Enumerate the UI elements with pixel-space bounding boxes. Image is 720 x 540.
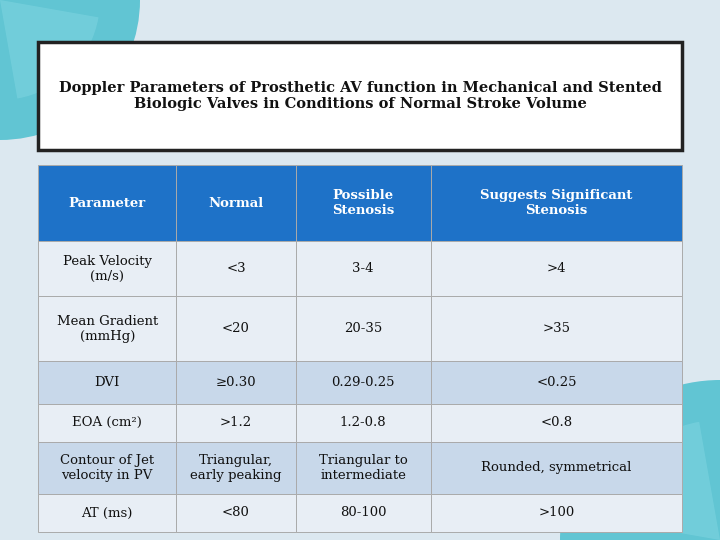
FancyBboxPatch shape: [296, 403, 431, 442]
Text: Contour of Jet
velocity in PV: Contour of Jet velocity in PV: [60, 454, 154, 482]
Text: >1.2: >1.2: [220, 416, 252, 429]
FancyBboxPatch shape: [296, 241, 431, 296]
FancyBboxPatch shape: [431, 165, 682, 241]
Text: Doppler Parameters of Prosthetic AV function in Mechanical and Stented
Biologic : Doppler Parameters of Prosthetic AV func…: [58, 81, 662, 111]
FancyBboxPatch shape: [296, 361, 431, 403]
Text: <0.25: <0.25: [536, 376, 577, 389]
FancyBboxPatch shape: [296, 442, 431, 494]
Text: Possible
Stenosis: Possible Stenosis: [332, 189, 395, 217]
FancyBboxPatch shape: [176, 494, 296, 532]
Text: <0.8: <0.8: [540, 416, 572, 429]
Text: Parameter: Parameter: [68, 197, 146, 210]
Text: 1.2-0.8: 1.2-0.8: [340, 416, 387, 429]
Wedge shape: [560, 380, 720, 540]
Text: AT (ms): AT (ms): [81, 507, 133, 519]
FancyBboxPatch shape: [38, 442, 176, 494]
Text: Rounded, symmetrical: Rounded, symmetrical: [481, 461, 631, 474]
Text: 3-4: 3-4: [353, 262, 374, 275]
FancyBboxPatch shape: [296, 494, 431, 532]
Text: >100: >100: [539, 507, 575, 519]
FancyBboxPatch shape: [296, 165, 431, 241]
FancyBboxPatch shape: [296, 296, 431, 361]
FancyBboxPatch shape: [38, 296, 176, 361]
FancyBboxPatch shape: [38, 42, 682, 150]
Wedge shape: [602, 422, 720, 540]
FancyBboxPatch shape: [38, 403, 176, 442]
Text: <20: <20: [222, 322, 250, 335]
Text: Suggests Significant
Stenosis: Suggests Significant Stenosis: [480, 189, 633, 217]
FancyBboxPatch shape: [176, 296, 296, 361]
FancyBboxPatch shape: [38, 494, 176, 532]
Text: >4: >4: [546, 262, 566, 275]
Wedge shape: [0, 0, 140, 140]
FancyBboxPatch shape: [431, 494, 682, 532]
Text: Mean Gradient
(mmHg): Mean Gradient (mmHg): [57, 314, 158, 342]
FancyBboxPatch shape: [38, 361, 176, 403]
FancyBboxPatch shape: [431, 403, 682, 442]
Text: Triangular to
intermediate: Triangular to intermediate: [319, 454, 408, 482]
FancyBboxPatch shape: [431, 442, 682, 494]
FancyBboxPatch shape: [176, 361, 296, 403]
FancyBboxPatch shape: [176, 442, 296, 494]
FancyBboxPatch shape: [38, 165, 176, 241]
Text: <3: <3: [226, 262, 246, 275]
Text: ≥0.30: ≥0.30: [216, 376, 256, 389]
FancyBboxPatch shape: [431, 241, 682, 296]
Text: 80-100: 80-100: [340, 507, 387, 519]
Text: EOA (cm²): EOA (cm²): [72, 416, 142, 429]
FancyBboxPatch shape: [431, 296, 682, 361]
Wedge shape: [0, 0, 99, 98]
FancyBboxPatch shape: [38, 241, 176, 296]
Text: 0.29-0.25: 0.29-0.25: [331, 376, 395, 389]
Text: DVI: DVI: [94, 376, 120, 389]
Text: Triangular,
early peaking: Triangular, early peaking: [190, 454, 282, 482]
Text: 20-35: 20-35: [344, 322, 382, 335]
FancyBboxPatch shape: [176, 165, 296, 241]
FancyBboxPatch shape: [431, 361, 682, 403]
Text: Normal: Normal: [208, 197, 264, 210]
FancyBboxPatch shape: [176, 403, 296, 442]
FancyBboxPatch shape: [176, 241, 296, 296]
Text: Peak Velocity
(m/s): Peak Velocity (m/s): [63, 255, 152, 282]
Text: <80: <80: [222, 507, 250, 519]
Text: >35: >35: [542, 322, 570, 335]
